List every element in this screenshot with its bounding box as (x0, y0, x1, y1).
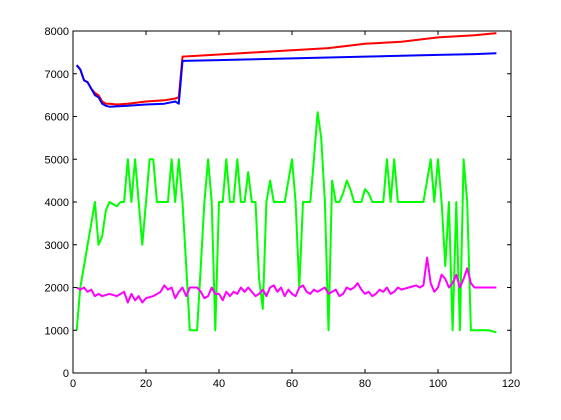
series-line-1 (75, 32, 497, 106)
x-tick-label: 20 (140, 378, 152, 390)
series-line-4 (76, 256, 497, 304)
x-tick-label: 100 (429, 378, 447, 390)
y-tick-label: 5000 (45, 154, 69, 166)
y-tick-label: 8000 (45, 26, 69, 38)
y-tick-label: 6000 (45, 112, 69, 124)
y-tick-label: 2000 (45, 283, 69, 295)
y-axis: 0 1000 2000 3000 4000 5000 6000 7000 8000 (45, 26, 511, 380)
y-tick-label: 0 (63, 368, 69, 380)
x-axis: 0 20 40 60 80 100 120 (70, 31, 520, 390)
x-tick-label: 80 (359, 378, 371, 390)
y-tick-label: 1000 (45, 325, 69, 337)
x-tick-label: 0 (70, 378, 76, 390)
y-tick-label: 7000 (45, 69, 69, 81)
x-tick-label: 40 (213, 378, 225, 390)
x-tick-label: 120 (502, 378, 520, 390)
series-line-3 (75, 111, 497, 334)
y-tick-label: 3000 (45, 240, 69, 252)
series-line-2 (75, 52, 497, 108)
series-layer (75, 32, 497, 334)
x-tick-label: 60 (286, 378, 298, 390)
y-tick-label: 4000 (45, 197, 69, 209)
